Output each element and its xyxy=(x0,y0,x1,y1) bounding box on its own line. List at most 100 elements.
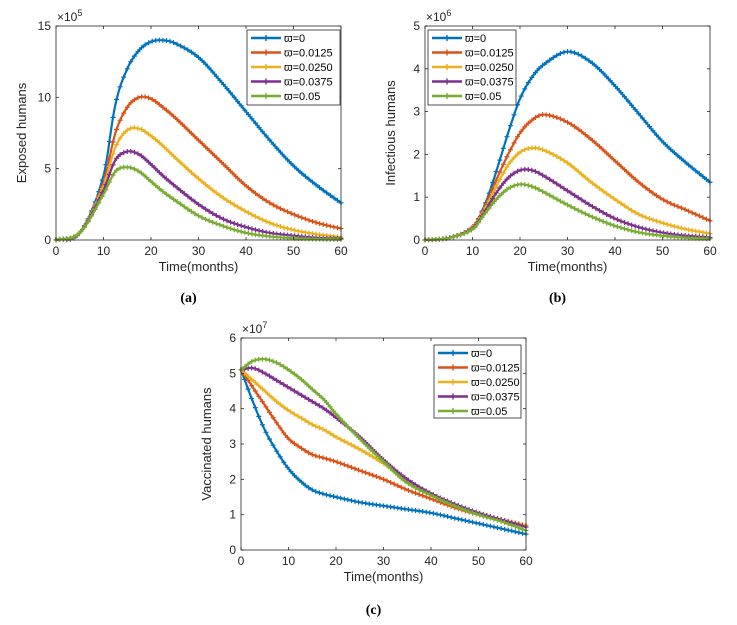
data-marker xyxy=(568,190,574,196)
data-marker xyxy=(575,126,581,132)
data-marker xyxy=(124,66,130,72)
data-marker xyxy=(579,197,585,203)
data-marker xyxy=(402,478,408,484)
series-1 xyxy=(53,94,344,243)
data-marker xyxy=(402,486,408,492)
data-marker xyxy=(366,471,372,477)
data-marker xyxy=(174,156,180,162)
data-marker xyxy=(568,163,574,169)
data-marker xyxy=(295,443,301,449)
data-marker xyxy=(497,193,503,199)
data-marker xyxy=(267,357,272,363)
data-marker xyxy=(398,484,404,490)
data-marker xyxy=(313,423,319,429)
data-marker xyxy=(153,137,159,143)
series-0 xyxy=(238,367,529,537)
data-marker xyxy=(477,512,483,518)
data-marker xyxy=(114,126,120,132)
data-marker xyxy=(327,223,333,229)
y-multiplier: ×10 xyxy=(426,10,447,24)
data-marker xyxy=(625,227,631,233)
data-marker xyxy=(267,200,273,206)
data-marker xyxy=(117,84,123,90)
data-marker xyxy=(686,162,692,168)
data-marker xyxy=(572,165,578,171)
data-marker xyxy=(518,128,524,134)
data-marker xyxy=(500,170,506,176)
data-marker xyxy=(306,176,312,182)
data-marker xyxy=(515,168,521,174)
data-marker xyxy=(124,127,130,133)
data-marker xyxy=(516,525,522,531)
data-marker xyxy=(675,153,681,159)
data-marker xyxy=(224,165,230,171)
legend-marker xyxy=(450,350,456,356)
data-marker xyxy=(139,45,144,51)
data-marker xyxy=(575,51,581,57)
data-marker xyxy=(547,112,553,118)
x-tick-label: 40 xyxy=(608,244,622,258)
data-marker xyxy=(593,63,599,69)
legend-item: ϖ=0 xyxy=(438,348,492,360)
data-marker xyxy=(260,129,266,135)
data-marker xyxy=(352,431,358,437)
data-marker xyxy=(242,107,248,113)
data-marker xyxy=(636,179,642,185)
data-marker xyxy=(522,124,528,130)
data-marker xyxy=(185,193,191,199)
data-marker xyxy=(373,452,379,458)
data-marker xyxy=(568,49,574,55)
data-marker xyxy=(188,208,194,214)
data-marker xyxy=(703,176,709,182)
data-marker xyxy=(324,456,329,462)
data-marker xyxy=(167,194,173,200)
data-marker xyxy=(643,119,649,125)
data-marker xyxy=(388,465,394,471)
data-marker xyxy=(188,130,194,136)
data-marker xyxy=(171,113,177,119)
data-marker xyxy=(639,225,645,231)
chart-b: 0 10 20 30 40 50 60 0 1 2 3 4 5 ×106 Time(months) Infec… xyxy=(383,8,717,306)
data-marker xyxy=(682,159,688,165)
data-marker xyxy=(139,170,144,176)
data-marker xyxy=(256,215,262,221)
x-tick-label: 30 xyxy=(561,244,575,258)
data-marker xyxy=(632,209,638,215)
y-tick-label: 2 xyxy=(413,147,420,161)
data-marker xyxy=(156,140,162,146)
data-marker xyxy=(331,458,337,464)
data-marker xyxy=(625,170,631,176)
x-axis-label: Time(months) xyxy=(344,569,424,584)
data-marker xyxy=(228,226,234,232)
data-marker xyxy=(657,136,663,142)
data-marker xyxy=(249,188,255,194)
data-marker xyxy=(668,222,674,228)
data-marker xyxy=(582,132,588,138)
data-marker xyxy=(210,219,216,225)
data-marker xyxy=(235,222,241,228)
data-marker xyxy=(117,152,123,158)
data-marker xyxy=(639,115,645,121)
data-marker xyxy=(600,218,606,224)
data-marker xyxy=(611,196,617,202)
data-marker xyxy=(331,224,337,230)
data-marker xyxy=(281,225,287,231)
data-marker xyxy=(249,396,255,402)
data-marker xyxy=(306,396,312,402)
data-marker xyxy=(455,504,461,510)
data-marker xyxy=(146,131,152,137)
data-marker xyxy=(288,386,294,392)
x-axis-label: Time(months) xyxy=(528,259,608,274)
legend-marker xyxy=(263,93,269,99)
data-marker xyxy=(263,404,269,410)
data-marker xyxy=(178,120,184,126)
legend-item: ϖ=0.05 xyxy=(438,406,507,418)
data-marker xyxy=(249,365,255,371)
data-marker xyxy=(356,467,362,473)
data-marker xyxy=(575,207,581,213)
data-marker xyxy=(181,190,187,196)
data-marker xyxy=(516,530,522,536)
data-marker xyxy=(554,153,560,159)
data-marker xyxy=(366,452,372,458)
data-marker xyxy=(654,218,660,224)
